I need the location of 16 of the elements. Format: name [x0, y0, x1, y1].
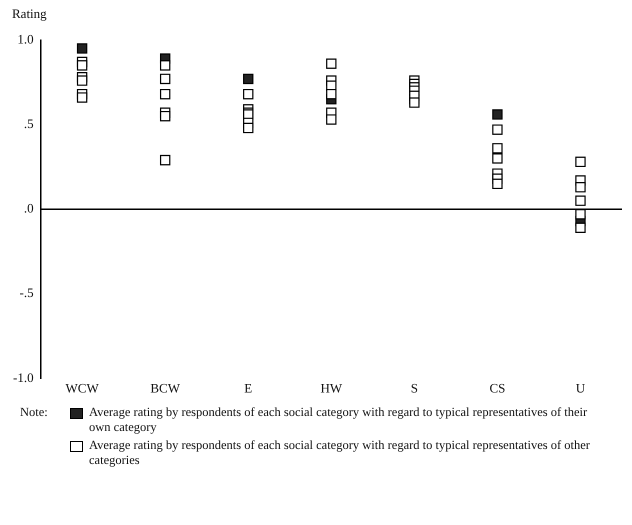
x-tick-label: CS: [489, 380, 506, 396]
x-tick-label: U: [576, 380, 586, 396]
x-tick-label: HW: [320, 380, 343, 396]
y-tick-label: .0: [24, 200, 34, 216]
x-tick-label: S: [410, 380, 418, 396]
x-tick-label: E: [244, 380, 252, 396]
y-tick-label: .5: [24, 116, 34, 132]
y-tick-label: -1.0: [12, 370, 34, 385]
y-tick-label: 1.0: [17, 31, 34, 46]
x-tick-label: BCW: [150, 380, 181, 396]
legend-label: Average rating by respondents of each social category with regard to typical representatives of their own category: [89, 405, 588, 435]
x-tick-label: WCW: [66, 380, 100, 396]
legend-title: Note:: [20, 405, 49, 420]
y-axis-title: Rating: [12, 6, 48, 21]
y-tick-label: -.5: [19, 285, 34, 300]
legend-label: Average rating by respondents of each social category with regard to typical representatives of other categories: [89, 438, 591, 468]
